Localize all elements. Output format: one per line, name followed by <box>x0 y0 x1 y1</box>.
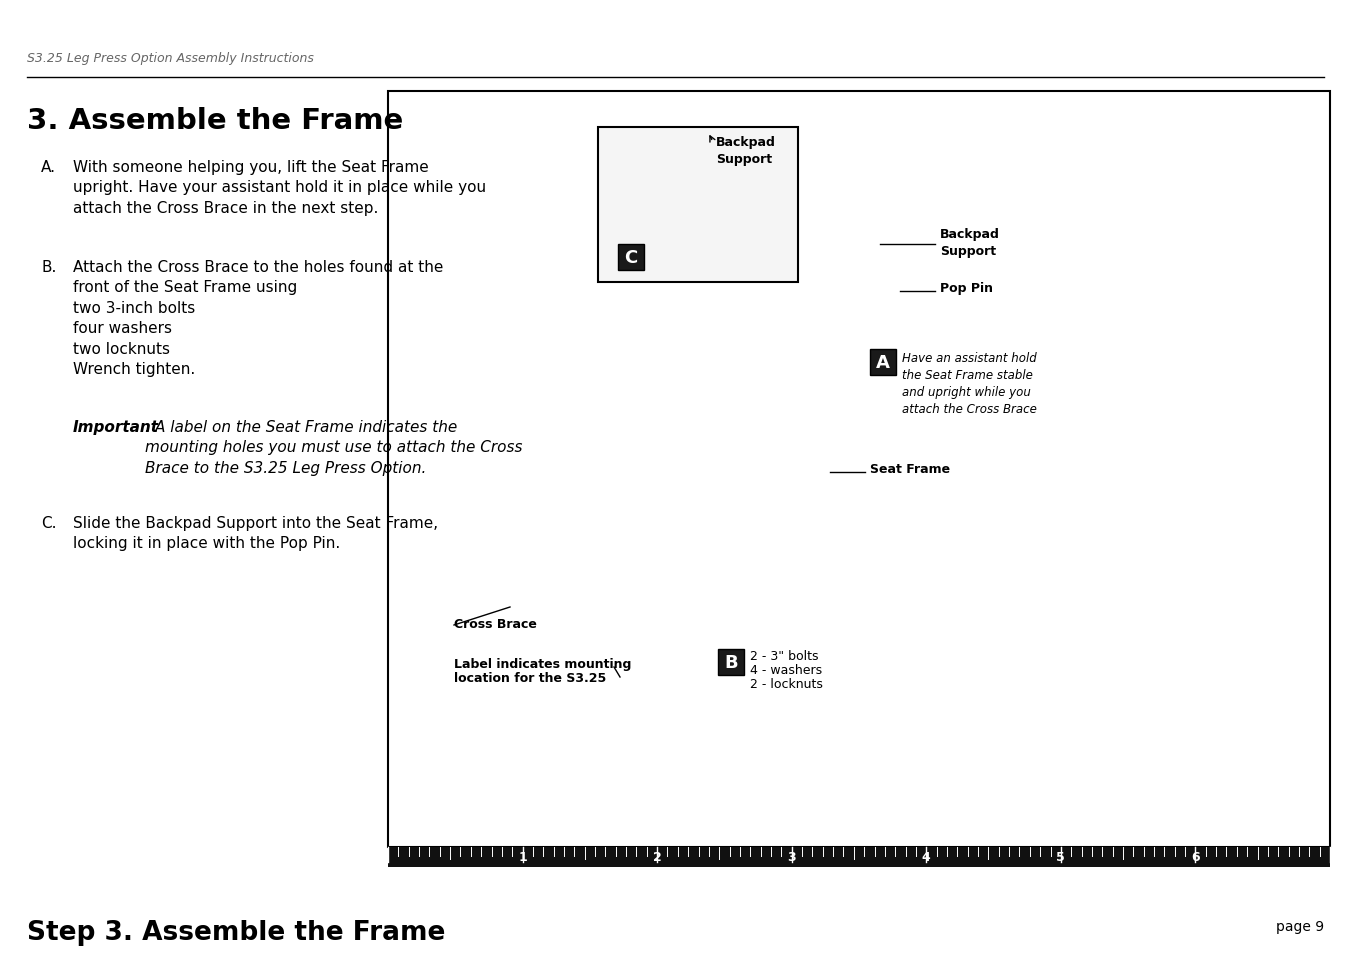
Text: : A label on the Seat Frame indicates the
mounting holes you must use to attach : : A label on the Seat Frame indicates th… <box>145 419 523 476</box>
Text: C.: C. <box>41 516 57 531</box>
Bar <box>617 245 644 271</box>
Text: With someone helping you, lift the Seat Frame
upright. Have your assistant hold : With someone helping you, lift the Seat … <box>73 160 486 215</box>
Text: 2: 2 <box>653 851 662 863</box>
Text: Important: Important <box>73 419 159 435</box>
Text: Pop Pin: Pop Pin <box>940 282 993 294</box>
Text: Seat Frame: Seat Frame <box>870 462 950 476</box>
Text: 3. Assemble the Frame: 3. Assemble the Frame <box>27 107 403 135</box>
Text: Backpad
Support: Backpad Support <box>940 228 1000 257</box>
Text: A: A <box>875 354 890 372</box>
Text: Step 3. Assemble the Frame: Step 3. Assemble the Frame <box>27 919 446 945</box>
Bar <box>388 91 1329 847</box>
Text: location for the S3.25: location for the S3.25 <box>454 671 607 684</box>
Text: 4: 4 <box>921 851 931 863</box>
Text: 1: 1 <box>519 851 527 863</box>
Text: Slide the Backpad Support into the Seat Frame,
locking it in place with the Pop : Slide the Backpad Support into the Seat … <box>73 516 438 551</box>
Text: Attach the Cross Brace to the holes found at the
front of the Seat Frame using
t: Attach the Cross Brace to the holes foun… <box>73 260 443 376</box>
Bar <box>388 847 1329 867</box>
Text: Backpad
Support: Backpad Support <box>716 136 775 166</box>
Text: A.: A. <box>41 160 55 174</box>
Text: Label indicates mounting: Label indicates mounting <box>454 658 631 670</box>
Text: 3: 3 <box>788 851 796 863</box>
Text: Have an assistant hold
the Seat Frame stable
and upright while you
attach the Cr: Have an assistant hold the Seat Frame st… <box>902 352 1036 416</box>
Text: 4 - washers: 4 - washers <box>750 663 823 677</box>
Text: page 9: page 9 <box>1275 919 1324 933</box>
Text: 2 - 3" bolts: 2 - 3" bolts <box>750 649 819 662</box>
Text: 2 - locknuts: 2 - locknuts <box>750 678 823 690</box>
Text: C: C <box>624 249 638 267</box>
Text: Cross Brace: Cross Brace <box>454 618 536 630</box>
Bar <box>717 649 744 676</box>
Bar <box>598 128 798 283</box>
Text: S3.25 Leg Press Option Assembly Instructions: S3.25 Leg Press Option Assembly Instruct… <box>27 52 313 65</box>
Text: B.: B. <box>41 260 57 274</box>
Text: 5: 5 <box>1056 851 1065 863</box>
Text: 6: 6 <box>1192 851 1200 863</box>
Bar <box>870 350 896 375</box>
Text: B: B <box>724 654 738 671</box>
